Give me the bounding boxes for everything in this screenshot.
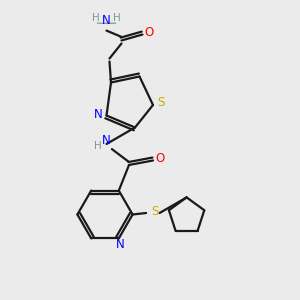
Text: N: N [102, 14, 111, 27]
Text: N: N [116, 238, 125, 251]
Text: H: H [113, 13, 121, 23]
Text: N: N [94, 107, 103, 121]
Text: H: H [94, 141, 102, 151]
Text: N: N [101, 134, 110, 148]
Text: H: H [92, 13, 100, 23]
Text: S: S [151, 205, 158, 218]
Text: O: O [155, 152, 164, 166]
Text: S: S [158, 96, 165, 109]
Text: O: O [145, 26, 154, 40]
